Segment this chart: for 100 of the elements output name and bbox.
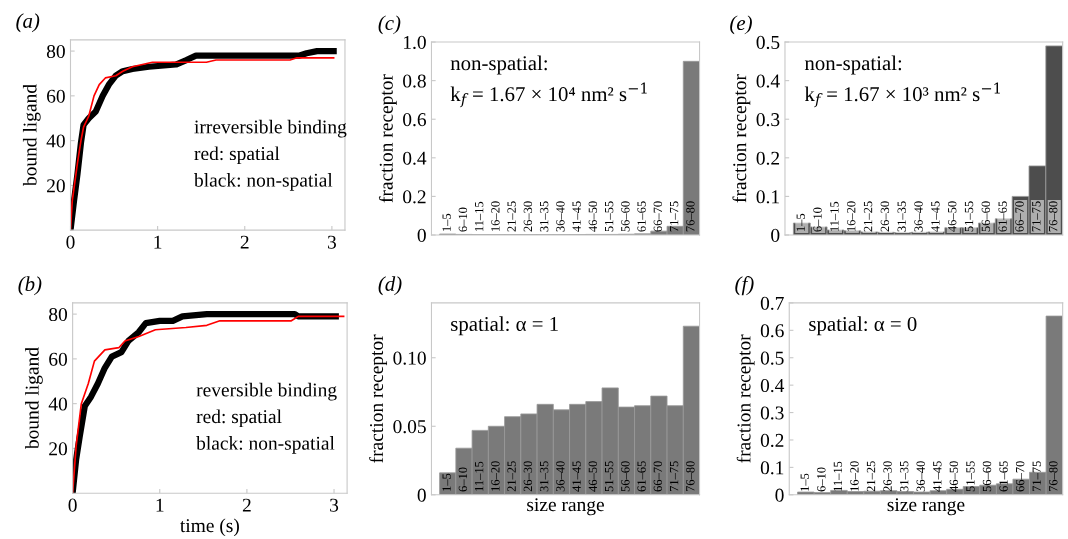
y-tick-label: 0.6 (760, 324, 784, 338)
x-axis-title: size range (887, 498, 965, 516)
annotation: irreversible binding (194, 119, 347, 138)
annotation: black: non-spatial (194, 173, 333, 191)
x-tick-label: 36–40 (556, 461, 565, 492)
y-tick-label: 0.6 (403, 113, 427, 127)
y-tick-label: 1.0 (404, 35, 426, 50)
annotation: red: spatial (196, 409, 282, 428)
y-tick-label: 40 (48, 397, 68, 411)
x-tick-label: 16–20 (491, 201, 500, 232)
y-tick-label: 0.1 (756, 190, 779, 204)
x-tick-label: 11–15 (474, 461, 484, 491)
x-tick-label: 51–55 (604, 201, 614, 232)
x-tick-label: 46–50 (947, 201, 957, 232)
annotation: k$_{f}$ = 1.67 × 10⁴ nm² s$^{−1}$ (450, 82, 647, 108)
x-tick-label: 3 (330, 498, 339, 512)
annotation: black: non-spatial (196, 436, 335, 454)
y-tick-label: 0.3 (760, 406, 784, 420)
y-tick-label: 20 (47, 179, 65, 193)
x-tick-label: 56–60 (621, 201, 630, 232)
x-tick-label: 2 (240, 235, 249, 249)
x-tick-label: 11–15 (830, 201, 839, 232)
x-tick-label: 76–80 (1048, 201, 1058, 232)
y-tick-label: 0.4 (756, 74, 780, 88)
x-tick-label: 26–30 (883, 461, 892, 492)
x-tick-label: 2 (242, 498, 251, 512)
x-tick-label: 71–75 (1032, 201, 1041, 232)
annotation: non-spatial: (450, 55, 547, 75)
y-tick-label: 0.4 (760, 378, 785, 393)
x-tick-label: 41–45 (572, 461, 581, 492)
x-tick-label: 16–20 (850, 461, 859, 491)
x-tick-label: 21–25 (863, 201, 873, 232)
x-tick-label: 16–20 (491, 461, 500, 491)
y-tick-label: 60 (49, 352, 68, 366)
y-tick-label: 0.2 (760, 433, 784, 447)
x-tick-label: 56–60 (621, 461, 630, 492)
x-axis-title: time (s) (180, 518, 239, 537)
chart-title: (c) (378, 15, 401, 35)
y-tick-label: 60 (47, 89, 65, 103)
x-tick-label: 16–20 (846, 201, 856, 232)
x-tick-label: 31–35 (897, 201, 906, 232)
x-tick-label: 41–45 (931, 201, 940, 232)
annotation: non-spatial: (804, 55, 902, 75)
x-tick-label: 36–40 (914, 201, 923, 232)
y-axis-title: bound ligand (25, 347, 43, 450)
x-tick-label: 26–30 (880, 201, 890, 232)
x-tick-label: 71–75 (669, 201, 679, 232)
x-tick-label: 1–5 (442, 473, 451, 491)
x-tick-label: 46–50 (588, 461, 598, 492)
y-tick-label: 0.8 (403, 74, 426, 88)
annotation: spatial: α = 0 (809, 316, 917, 336)
y-tick-label: 0 (417, 488, 426, 502)
y-tick-label: 0.2 (403, 190, 426, 204)
y-tick-label: 80 (49, 307, 68, 322)
y-tick-label: 0.5 (756, 35, 780, 50)
x-tick-label: 51–55 (966, 461, 975, 492)
y-tick-label: 40 (46, 134, 65, 148)
x-tick-label: 61–65 (637, 201, 646, 232)
x-tick-label: 36–40 (556, 201, 565, 232)
y-tick-label: 0 (775, 488, 784, 502)
y-axis-title: fraction receptor (378, 74, 397, 203)
x-tick-label: 41–45 (933, 461, 942, 492)
x-tick-label: 66–70 (653, 201, 663, 232)
x-tick-label: 66–70 (1015, 201, 1024, 232)
x-tick-label: 26–30 (523, 201, 533, 232)
x-tick-label: 71–75 (1032, 461, 1041, 492)
x-tick-label: 41–45 (572, 201, 581, 232)
chart-title: (d) (378, 276, 402, 296)
x-tick-label: 66–70 (1015, 461, 1025, 492)
chart-title: (f) (735, 276, 754, 296)
y-axis-title: fraction receptor (736, 334, 755, 463)
y-tick-label: 0.7 (760, 296, 784, 310)
x-tick-label: 56–60 (981, 201, 991, 232)
x-tick-label: 1 (154, 235, 162, 249)
x-tick-label: 21–25 (507, 461, 516, 492)
x-tick-label: 71–75 (669, 461, 679, 492)
x-tick-label: 11–15 (474, 201, 484, 232)
x-tick-label: 51–55 (964, 201, 974, 232)
annotation: red: spatial (194, 146, 280, 165)
y-tick-label: 0.10 (393, 351, 426, 365)
x-tick-label: 56–60 (982, 461, 992, 492)
y-tick-label: 0.3 (756, 113, 780, 127)
x-tick-label: 36–40 (916, 461, 925, 492)
y-tick-label: 0.05 (393, 420, 426, 434)
x-tick-label: 61–65 (637, 461, 646, 492)
annotation: reversible binding (196, 382, 337, 401)
chart-title: (a) (16, 13, 40, 33)
x-tick-label: 31–35 (539, 461, 549, 492)
y-tick-label: 0.5 (760, 351, 784, 365)
x-tick-label: 1 (156, 498, 164, 512)
y-tick-label: 0.2 (756, 151, 780, 165)
x-tick-label: 11–15 (833, 461, 843, 491)
x-tick-label: 76–80 (686, 201, 695, 232)
y-axis-title: fraction receptor (369, 334, 388, 463)
x-tick-label: 51–55 (604, 461, 614, 492)
x-tick-label: 66–70 (653, 461, 663, 492)
x-tick-label: 61–65 (998, 201, 1007, 232)
x-tick-label: 1–5 (442, 213, 451, 232)
x-tick-label: 76–80 (686, 461, 695, 492)
x-tick-label: 61–65 (999, 461, 1008, 492)
